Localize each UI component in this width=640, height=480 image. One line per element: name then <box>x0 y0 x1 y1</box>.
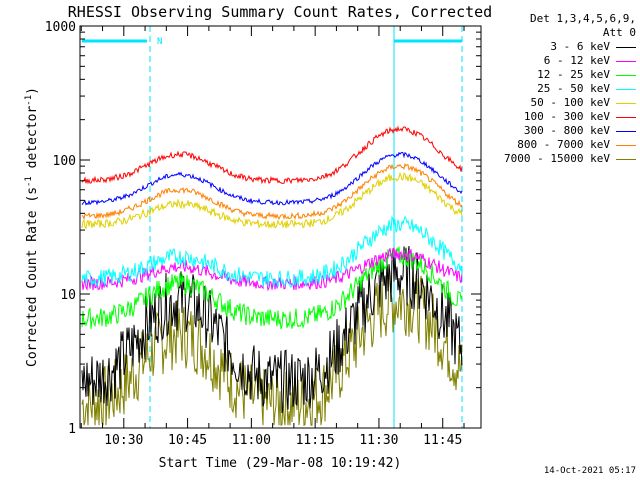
legend-entries: 3 - 6 keV 6 - 12 keV 12 - 25 keV 25 - 50 ke… <box>476 40 636 166</box>
footer-timestamp: 14-Oct-2021 05:17 <box>543 466 636 476</box>
legend-header-1: Det 1,3,4,5,6,9, <box>530 12 636 25</box>
legend-swatch <box>616 74 636 76</box>
legend-swatch <box>616 144 636 146</box>
legend-entry: 800 - 7000 keV <box>476 138 636 152</box>
y-axis-label-sup-1: -1 <box>24 176 34 187</box>
chart-title: RHESSI Observing Summary Count Rates, Co… <box>68 3 492 21</box>
legend-label: 25 - 50 keV <box>537 82 610 95</box>
legend-label: 300 - 800 keV <box>523 124 610 137</box>
x-tick-label: 10:30 <box>104 433 143 448</box>
legend-swatch <box>616 88 636 90</box>
night-marker-label: N <box>157 37 162 47</box>
legend-swatch <box>616 158 636 160</box>
legend-entry: 50 - 100 keV <box>476 96 636 110</box>
x-tick-label: 11:00 <box>232 433 271 448</box>
series-line-2 <box>81 246 463 330</box>
legend-entry: 3 - 6 keV <box>476 40 636 54</box>
legend-entry: 300 - 800 keV <box>476 124 636 138</box>
legend-entry: 7000 - 15000 keV <box>476 152 636 166</box>
x-tick-label: 10:45 <box>168 433 207 448</box>
x-tick-label: 11:15 <box>296 433 335 448</box>
legend-entry: 100 - 300 keV <box>476 110 636 124</box>
legend-swatch <box>616 116 636 118</box>
legend-label: 12 - 25 keV <box>537 68 610 81</box>
x-axis-label: Start Time (29-Mar-08 10:19:42) <box>159 456 402 471</box>
legend-label: 6 - 12 keV <box>543 54 610 67</box>
series-line-4 <box>81 171 463 230</box>
series-line-0 <box>81 245 463 414</box>
x-tick-label: 11:45 <box>423 433 462 448</box>
series-line-6 <box>81 151 463 206</box>
axes: 1 10 100 1000 10:30 10:45 11:00 11:15 11:30 11:45 <box>45 20 481 448</box>
y-axis-label-sup-2: -1 <box>24 95 34 106</box>
plot-frame <box>79 25 482 429</box>
legend-swatch <box>616 60 636 62</box>
legend-entry: 12 - 25 keV <box>476 68 636 82</box>
y-tick-label: 10 <box>60 288 76 303</box>
y-tick-label: 100 <box>53 154 76 169</box>
y-axis-label-part-1: Corrected Count Rate (s <box>25 187 40 367</box>
legend-entry: 6 - 12 keV <box>476 54 636 68</box>
y-tick-label: 1000 <box>45 20 76 35</box>
legend-header-2: Att 0 <box>602 26 636 39</box>
y-axis-label: Corrected Count Rate (s-1 detector-1) <box>24 87 40 367</box>
plot-area: N <box>81 26 463 428</box>
series-line-1 <box>81 247 463 292</box>
legend-label: 7000 - 15000 keV <box>504 152 610 165</box>
series-line-3 <box>81 215 463 288</box>
legend-label: 3 - 6 keV <box>550 40 610 53</box>
legend-entry: 25 - 50 keV <box>476 82 636 96</box>
legend-label: 50 - 100 keV <box>530 96 610 109</box>
series-line-7 <box>81 162 463 221</box>
legend-swatch <box>616 102 636 104</box>
legend-label: 800 - 7000 keV <box>517 138 610 151</box>
series-line-5 <box>81 125 463 185</box>
y-axis-label-part-3: ) <box>25 87 40 95</box>
y-axis-label-part-2: detector <box>25 106 40 177</box>
x-tick-label: 11:30 <box>359 433 398 448</box>
legend-swatch <box>616 46 636 48</box>
legend-swatch <box>616 130 636 132</box>
legend: Det 1,3,4,5,6,9, Att 0 3 - 6 keV 6 - 12 k… <box>476 12 636 166</box>
legend-label: 100 - 300 keV <box>523 110 610 123</box>
y-tick-label: 1 <box>68 422 76 437</box>
